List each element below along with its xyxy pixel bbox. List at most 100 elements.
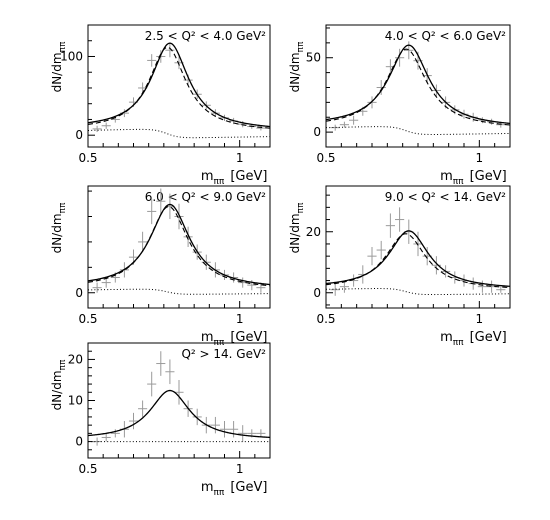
- x-axis-label: mππ [GeV]: [201, 169, 268, 187]
- panel-4: 0.5 1 0 20 mππ [GeV] dN/dmππ 9.0 < Q² < 14. GeV…: [288, 185, 511, 348]
- data-point: [138, 231, 148, 253]
- data-point: [165, 43, 175, 58]
- fit-curves: [88, 389, 270, 443]
- data-point: [395, 48, 405, 67]
- panel-label: 9.0 < Q² < 14. GeV²: [385, 190, 506, 204]
- background-curve: [88, 288, 270, 295]
- data-point: [367, 247, 377, 266]
- data-points: [92, 188, 266, 293]
- data-point: [183, 226, 193, 247]
- data-point: [229, 421, 239, 438]
- solid-fit-curve: [88, 203, 270, 286]
- data-point: [174, 203, 184, 230]
- solid-fit-curve: [88, 42, 270, 128]
- background-curve: [326, 126, 510, 135]
- x-tick-label: 0.5: [316, 312, 335, 326]
- fit-curves: [326, 44, 510, 135]
- y-axis-label: dN/dmππ: [288, 41, 306, 92]
- data-point: [156, 188, 166, 214]
- y-axis-label: dN/dmππ: [50, 41, 68, 92]
- data-point: [339, 121, 349, 128]
- y-tick-label: 0: [75, 435, 83, 449]
- data-point: [330, 124, 340, 131]
- y-tick-label: 20: [306, 225, 321, 239]
- data-point: [431, 256, 441, 275]
- fit-curves: [88, 42, 270, 139]
- data-point: [477, 280, 487, 293]
- y-tick-label: 100: [60, 49, 83, 63]
- data-point: [192, 408, 202, 426]
- data-point: [210, 416, 220, 434]
- x-tick-label: 1: [236, 151, 244, 165]
- data-point: [138, 400, 148, 417]
- data-point: [147, 54, 157, 67]
- data-point: [147, 371, 157, 397]
- data-point: [330, 283, 340, 296]
- y-tick-label: 0: [313, 125, 321, 139]
- panel-2: 0.5 1 0 50 mππ [GeV] dN/dmππ 4.0 < Q² < 6.0 GeV…: [288, 24, 511, 187]
- y-tick-label: 0: [313, 286, 321, 300]
- data-point: [256, 282, 266, 293]
- data-point: [256, 429, 266, 438]
- solid-fit-curve: [88, 389, 270, 439]
- x-axis-label: mππ [GeV]: [201, 330, 268, 348]
- panel-label: 4.0 < Q² < 6.0 GeV²: [385, 29, 506, 43]
- data-point: [92, 125, 102, 133]
- data-point: [128, 412, 139, 430]
- data-point: [101, 433, 111, 442]
- data-point: [395, 207, 405, 232]
- data-point: [404, 41, 414, 60]
- data-point: [413, 231, 423, 257]
- fit-curves: [326, 230, 510, 296]
- background-curve: [88, 128, 270, 139]
- panel-label: 6.0 < Q² < 9.0 GeV²: [145, 190, 266, 204]
- data-point: [174, 379, 184, 405]
- data-point: [256, 125, 266, 131]
- y-tick-label: 50: [306, 51, 321, 65]
- y-tick-label: 20: [68, 352, 83, 366]
- y-axis-label: dN/dmππ: [288, 202, 306, 253]
- plot-frame: [325, 24, 511, 148]
- dashed-fit-curve: [88, 46, 270, 129]
- fit-curves: [88, 203, 270, 295]
- x-tick-label: 0.5: [316, 151, 335, 165]
- plot-frame: [87, 24, 271, 148]
- data-point: [92, 437, 102, 446]
- data-point: [101, 122, 111, 129]
- background-curve: [326, 288, 510, 296]
- panel-1: 0.5 1 0 100 mππ [GeV] dN/dmππ 2.5 < Q² < 4.0 Ge…: [50, 24, 271, 187]
- data-point: [339, 280, 349, 293]
- x-tick-label: 0.5: [78, 462, 97, 476]
- data-points: [92, 351, 266, 446]
- data-point: [110, 429, 120, 438]
- panel-label: 2.5 < Q² < 4.0 GeV²: [145, 29, 266, 43]
- data-point: [349, 115, 359, 125]
- x-axis-label: mππ [GeV]: [201, 480, 268, 498]
- data-point: [376, 240, 386, 260]
- data-point: [165, 359, 175, 385]
- panel-3: 0.5 1 0 mππ [GeV] dN/dmππ 6.0 < Q² < 9.0 GeV²: [50, 185, 271, 348]
- solid-fit-curve: [326, 230, 510, 287]
- x-axis-label: mππ [GeV]: [440, 330, 507, 348]
- solid-fit-curve: [326, 44, 510, 125]
- y-tick-label: 0: [75, 286, 83, 300]
- y-tick-label: 10: [68, 394, 83, 408]
- data-point: [376, 80, 386, 95]
- x-tick-label: 1: [476, 151, 484, 165]
- data-point: [147, 198, 157, 225]
- data-point: [238, 121, 248, 128]
- panel-label: Q² > 14. GeV²: [181, 347, 266, 361]
- dashed-fit-curve: [326, 233, 510, 289]
- data-point: [238, 425, 248, 442]
- dashed-fit-curve: [88, 206, 270, 287]
- data-point: [385, 213, 395, 238]
- x-tick-label: 0.5: [78, 312, 97, 326]
- data-point: [496, 286, 506, 293]
- x-tick-label: 1: [476, 312, 484, 326]
- x-axis-label: mππ [GeV]: [440, 169, 507, 187]
- data-point: [219, 421, 230, 438]
- data-point: [156, 351, 166, 376]
- x-tick-label: 1: [236, 312, 244, 326]
